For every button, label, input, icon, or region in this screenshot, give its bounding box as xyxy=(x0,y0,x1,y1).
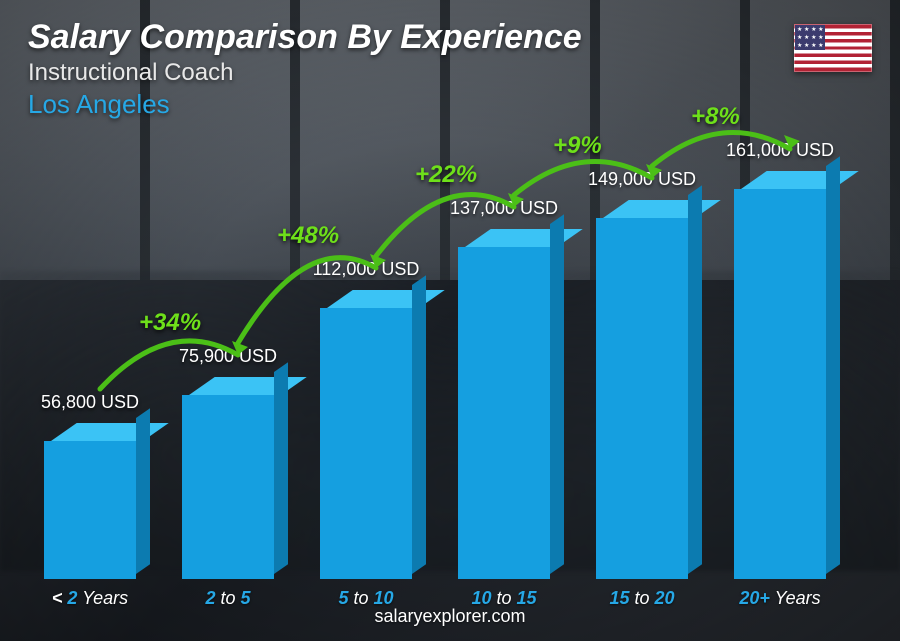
bar-container: 56,800 USD< 2 Years75,900 USD2 to 5112,0… xyxy=(30,109,840,579)
bar-front-face xyxy=(320,308,412,579)
bar-front-face xyxy=(458,247,550,579)
bar-value-label: 149,000 USD xyxy=(588,169,696,190)
bar-value-label: 137,000 USD xyxy=(450,198,558,219)
bar-front-face xyxy=(734,189,826,579)
bar-value-label: 161,000 USD xyxy=(726,140,834,161)
chart: 56,800 USD< 2 Years75,900 USD2 to 5112,0… xyxy=(30,109,840,579)
bar xyxy=(458,229,550,579)
bar-group: 149,000 USD15 to 20 xyxy=(582,169,702,579)
flag-icon xyxy=(794,24,872,72)
bar-top-face xyxy=(189,377,307,395)
bar-side-face xyxy=(550,214,564,574)
bar-side-face xyxy=(688,185,702,574)
bar-value-label: 112,000 USD xyxy=(313,259,420,280)
bar xyxy=(734,171,826,579)
bar-value-label: 75,900 USD xyxy=(179,346,277,367)
chart-title: Salary Comparison By Experience xyxy=(28,18,872,57)
bar-side-face xyxy=(274,362,288,574)
bar xyxy=(182,377,274,579)
bar-value-label: 56,800 USD xyxy=(41,392,139,413)
bar-top-face xyxy=(603,200,721,218)
bar-side-face xyxy=(136,408,150,574)
bar-top-face xyxy=(327,290,445,308)
bar-front-face xyxy=(596,218,688,579)
bar-side-face xyxy=(826,156,840,574)
bar-top-face xyxy=(465,229,583,247)
header: Salary Comparison By Experience Instruct… xyxy=(28,18,872,120)
bar-group: 56,800 USD< 2 Years xyxy=(30,392,150,579)
bar-front-face xyxy=(182,395,274,579)
chart-subtitle: Instructional Coach xyxy=(28,59,872,87)
bar xyxy=(320,290,412,579)
bar-group: 75,900 USD2 to 5 xyxy=(168,346,288,579)
bar-front-face xyxy=(44,441,136,579)
bar-top-face xyxy=(51,423,169,441)
bar-group: 112,000 USD5 to 10 xyxy=(306,259,426,579)
footer-attribution: salaryexplorer.com xyxy=(0,606,900,627)
bar xyxy=(44,423,136,579)
bar-side-face xyxy=(412,275,426,574)
bar-group: 161,000 USD20+ Years xyxy=(720,140,840,579)
bar-group: 137,000 USD10 to 15 xyxy=(444,198,564,579)
bar xyxy=(596,200,688,579)
